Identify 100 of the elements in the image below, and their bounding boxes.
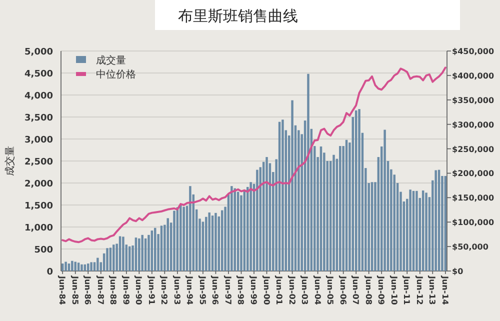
bar [106, 248, 108, 271]
y2-tick-label: $400,000 [452, 71, 494, 80]
bar [68, 264, 70, 271]
x-tick-label: Jun-86 [83, 275, 92, 306]
bar [138, 238, 140, 271]
y2-tick-label: $100,000 [452, 218, 494, 228]
bar [160, 226, 163, 271]
bar [256, 170, 258, 271]
x-tick-label: Jun-88 [108, 275, 118, 306]
legend-label: 中位价格 [96, 68, 136, 80]
x-tick-label: Jun-85 [70, 275, 80, 306]
x-tick-label: Jun-89 [121, 275, 130, 306]
y2-tick-label: $200,000 [452, 169, 494, 178]
x-tick-label: Jun-96 [210, 275, 220, 306]
y2-tick-label: $300,000 [452, 120, 494, 130]
bar [444, 176, 447, 271]
bar [266, 157, 268, 271]
bar [166, 218, 169, 271]
y2-tick-label: $450,000 [452, 47, 494, 56]
x-tick-label: Jun-08 [364, 275, 373, 306]
y-tick-label: 500 [34, 246, 53, 256]
x-tick-label: Jun-91 [146, 275, 156, 306]
bar [122, 236, 124, 271]
x-tick-label: Jun-13 [428, 275, 437, 305]
bar [332, 154, 335, 271]
y-tick-label: 1,500 [24, 202, 53, 212]
bar [425, 192, 428, 271]
x-tick-label: Jun-09 [376, 275, 386, 306]
y2-tick-label: $50,000 [452, 242, 489, 252]
x-tick-label: Jun-95 [198, 275, 207, 306]
x-tick-label: Jun-06 [338, 275, 348, 306]
x-tick-label: Jun-00 [262, 275, 271, 306]
y-tick-label: 3,000 [24, 136, 53, 146]
line-series [62, 66, 446, 244]
bar [230, 186, 233, 271]
x-tick-label: Jun-03 [300, 275, 310, 305]
bar [90, 262, 92, 271]
x-tick-label: Jun-10 [389, 275, 398, 306]
bar [64, 262, 67, 271]
x-tick-label: Jun-14 [440, 275, 450, 306]
bar [434, 170, 437, 271]
x-tick-label: Jun-07 [351, 275, 360, 305]
bar [96, 258, 99, 271]
bar [80, 264, 83, 271]
x-tick-label: Jun-02 [287, 275, 296, 305]
x-tick-label: Jun-98 [236, 275, 246, 306]
bar [109, 248, 112, 271]
y-tick-label: 2,000 [24, 180, 53, 190]
y-tick-label: 5,000 [24, 48, 53, 58]
x-tick-label: Jun-87 [96, 275, 105, 305]
bar [291, 100, 294, 271]
bar [214, 212, 217, 271]
bar [211, 216, 214, 271]
bar [307, 74, 310, 271]
y-tick-label: 4,500 [24, 70, 53, 80]
bar [339, 146, 342, 271]
bar [320, 146, 322, 271]
bar [182, 206, 185, 271]
x-tick-label: Jun-12 [414, 275, 424, 305]
x-tick-label: Jun-94 [185, 275, 194, 306]
bar [93, 262, 96, 271]
bar [173, 210, 176, 271]
bar [422, 190, 424, 271]
bar [112, 244, 115, 271]
y-axis-title: 成交量 [4, 146, 16, 176]
bar [71, 260, 74, 271]
y2-tick-label: $350,000 [452, 96, 494, 105]
x-tick-label: Jun-97 [223, 275, 232, 305]
legend-label: 成交量 [96, 54, 126, 66]
y-tick-label: 3,500 [24, 114, 53, 124]
bar [234, 188, 236, 271]
x-tick-label: Jun-92 [160, 275, 169, 305]
bar [409, 190, 412, 271]
bar [189, 186, 192, 271]
x-tick-label: Jun-84 [58, 275, 67, 306]
y2-tick-label: $0 [452, 267, 464, 276]
bar [148, 234, 150, 271]
y-tick-label: 4,000 [24, 92, 53, 102]
bar [384, 130, 386, 271]
y-tick-label: 0 [46, 268, 53, 278]
bar [134, 238, 138, 271]
chart-title: 布里斯班销售曲线 [178, 7, 298, 25]
bar [370, 182, 374, 271]
y-tick-label: 2,500 [24, 158, 53, 168]
x-tick-label: Jun-01 [274, 275, 284, 306]
bar [358, 109, 360, 271]
bar [250, 182, 252, 271]
x-tick-label: Jun-11 [402, 275, 412, 306]
bar [240, 195, 242, 271]
bar [412, 190, 415, 271]
bar [150, 230, 154, 271]
x-tick-label: Jun-93 [172, 275, 182, 305]
bar [74, 262, 76, 271]
title: 布里斯班销售曲线 [155, 0, 460, 30]
bar [282, 120, 284, 271]
x-tick-label: Jun-05 [326, 275, 335, 306]
x-tick-label: Jun-90 [134, 275, 144, 306]
bar [208, 212, 210, 271]
bar [416, 190, 418, 271]
bar [77, 262, 80, 271]
